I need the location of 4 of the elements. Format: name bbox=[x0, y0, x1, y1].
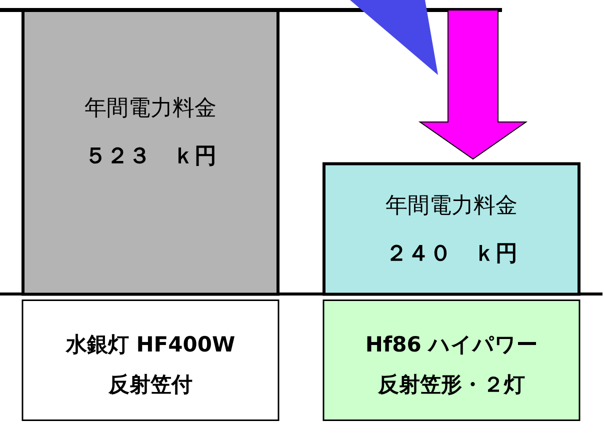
x-tick-label: Hf86 ハイパワー反射笠形・２灯 bbox=[365, 332, 538, 397]
data-label: 年間電力料金２４０ ｋ円 bbox=[386, 194, 518, 267]
x-tick-label: 水銀灯 HF400W反射笠付 bbox=[64, 332, 236, 397]
data-label: 年間電力料金５２３ ｋ円 bbox=[84, 96, 216, 170]
